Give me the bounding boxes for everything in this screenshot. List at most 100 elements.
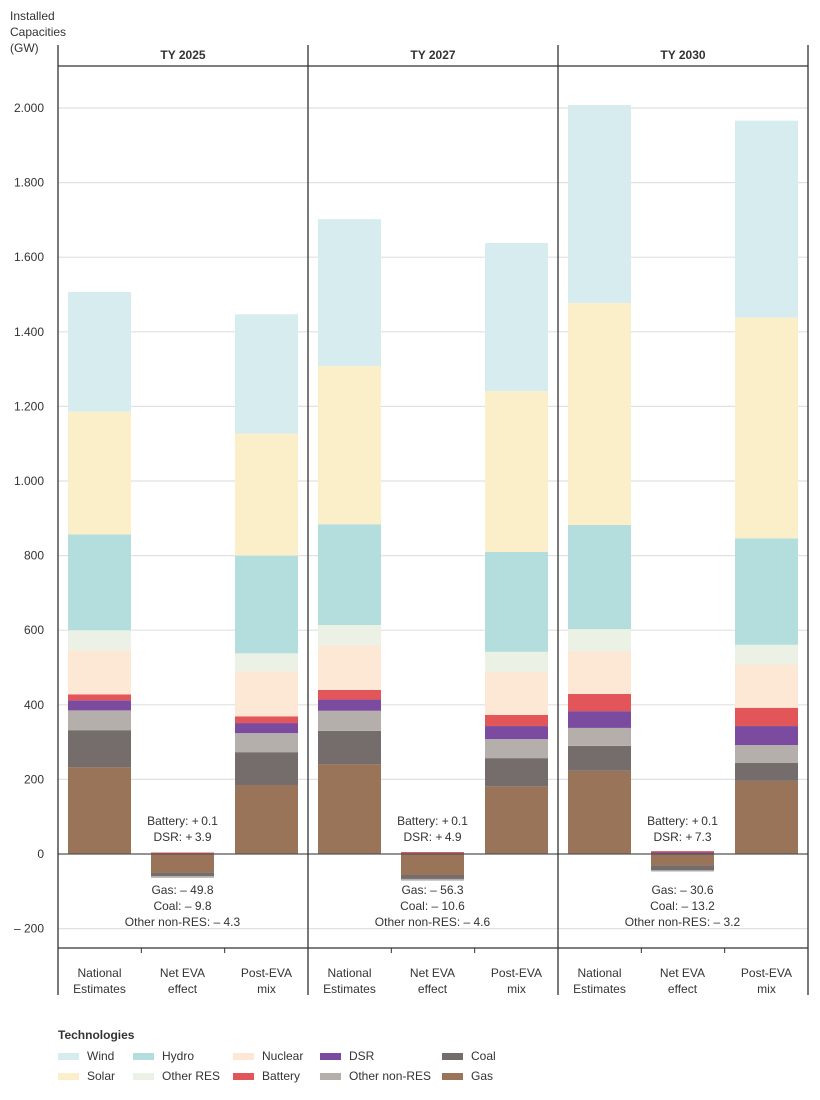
- annotation-negative: Other non-RES: – 4.3: [125, 915, 241, 929]
- bar-segment-other-non-res: [401, 878, 464, 881]
- bar-segment-nuclear: [68, 650, 131, 695]
- legend-label: Gas: [471, 1069, 494, 1083]
- bar-segment-battery: [568, 693, 631, 712]
- legend-swatch: [320, 1052, 341, 1060]
- x-axis-labels: National Estimates Net EVA effect Post-EVA mi…: [73, 966, 792, 996]
- bar-segment-dsr: [235, 723, 298, 734]
- bar-segment-solar: [68, 411, 131, 535]
- bar-segment-other-res: [235, 653, 298, 672]
- x-category-label: National: [577, 966, 621, 980]
- annotation-negative: Coal: – 13.2: [650, 899, 715, 913]
- panel-title: TY 2030: [660, 48, 705, 62]
- legend: Technologies Wind Hydro Nuclear DSR Coal Sola…: [58, 1028, 522, 1084]
- bar-segment-nuclear: [568, 651, 631, 694]
- bar-segment-gas: [485, 786, 548, 854]
- x-category-label: effect: [168, 982, 198, 996]
- annotation-negative: Other non-RES: – 4.6: [375, 915, 491, 929]
- y-tick-label: 0: [37, 847, 44, 861]
- annotation-positive: Battery: + 0.1: [147, 814, 218, 828]
- legend-item-wind: Wind: [58, 1048, 133, 1064]
- bar-segment-other-non-res: [235, 733, 298, 753]
- bar-segment-other-non-res: [68, 710, 131, 731]
- legend-item-other-non-res: Other non-RES: [320, 1068, 442, 1084]
- bar-segment-coal: [735, 762, 798, 781]
- y-tick-label: 1.000: [14, 474, 44, 488]
- bar-segment-coal: [318, 730, 381, 765]
- bar-segment-coal: [151, 872, 214, 877]
- bar-segment-hydro: [568, 525, 631, 630]
- gridlines: [58, 107, 808, 930]
- annotation-positive: DSR: + 4.9: [403, 830, 461, 844]
- x-category-label: effect: [668, 982, 698, 996]
- bar-segment-gas: [235, 784, 298, 854]
- annotation-negative: Gas: – 49.8: [151, 883, 213, 897]
- y-tick-label: 600: [24, 623, 44, 637]
- legend-label: Solar: [87, 1069, 116, 1083]
- legend-item-other-res: Other RES: [133, 1068, 233, 1084]
- bar-segment-solar: [318, 366, 381, 525]
- x-category-label: mix: [757, 982, 776, 996]
- bar-segment-battery: [651, 851, 714, 853]
- legend-swatch: [133, 1052, 154, 1060]
- bar-segment-dsr: [568, 711, 631, 728]
- y-axis-ticks: – 200 0 200 400 600 800 1.000 1.200 1.400 1.600 1.…: [14, 101, 44, 936]
- bar-segment-gas: [735, 780, 798, 854]
- bar-segment-other-res: [68, 630, 131, 651]
- bar-segment-battery: [401, 852, 464, 854]
- annotation-negative: Gas: – 56.3: [401, 883, 463, 897]
- y-tick-label: 800: [24, 549, 44, 563]
- annotation-positive: Battery: + 0.1: [647, 814, 718, 828]
- panel-title: TY 2025: [160, 48, 205, 62]
- bar-segment-coal: [485, 758, 548, 787]
- y-tick-label: 1.200: [14, 399, 44, 413]
- bar-segment-coal: [235, 752, 298, 785]
- annotation-positive: DSR: + 7.3: [653, 830, 711, 844]
- bar-segment-wind: [735, 120, 798, 318]
- x-category-label: National: [327, 966, 371, 980]
- x-category-label: Estimates: [323, 982, 376, 996]
- x-category-label: Post-EVA: [241, 966, 292, 980]
- bar-segment-battery: [318, 689, 381, 700]
- annotation-negative: Coal: – 10.6: [400, 899, 465, 913]
- bar-segment-battery: [485, 714, 548, 727]
- bar-segment-gas: [651, 854, 714, 866]
- bar-segment-hydro: [68, 534, 131, 631]
- annotation-negative: Gas: – 30.6: [651, 883, 713, 897]
- bars: [68, 105, 798, 881]
- x-category-label: Net EVA: [410, 966, 455, 980]
- bar-segment-solar: [485, 391, 548, 552]
- bar-segment-coal: [401, 874, 464, 879]
- y-axis-title-line: (GW): [10, 41, 39, 55]
- bar-segment-wind: [68, 291, 131, 412]
- x-category-label: Estimates: [573, 982, 626, 996]
- bar-segment-solar: [735, 317, 798, 539]
- legend-swatch: [133, 1072, 154, 1080]
- bar-segment-solar: [235, 433, 298, 556]
- bar-segment-other-res: [318, 624, 381, 646]
- bar-segment-other-res: [568, 629, 631, 652]
- stacked-bar-chart: Installed Capacities (GW) – 200 0 200 400 60…: [10, 9, 809, 996]
- y-axis-title-line: Installed: [10, 9, 55, 23]
- bar-segment-dsr: [651, 851, 714, 854]
- legend-item-battery: Battery: [233, 1068, 320, 1084]
- y-tick-label: 400: [24, 698, 44, 712]
- bar-segment-battery: [151, 852, 214, 854]
- bar-segment-dsr: [735, 726, 798, 746]
- y-tick-label: 2.000: [14, 101, 44, 115]
- x-category-label: mix: [257, 982, 276, 996]
- bar-segment-battery: [235, 716, 298, 724]
- bar-segment-coal: [68, 730, 131, 768]
- y-axis-title-line: Capacities: [10, 25, 66, 39]
- bar-segment-gas: [151, 854, 214, 873]
- legend-swatch: [442, 1052, 463, 1060]
- y-tick-label: 1.400: [14, 325, 44, 339]
- y-tick-label: 1.800: [14, 176, 44, 190]
- x-category-label: Post-EVA: [491, 966, 542, 980]
- legend-label: Nuclear: [262, 1049, 304, 1063]
- bar-segment-other-non-res: [485, 739, 548, 759]
- bar-segment-wind: [485, 243, 548, 392]
- x-category-label: National: [77, 966, 121, 980]
- legend-label: Hydro: [162, 1049, 195, 1063]
- bar-segment-dsr: [318, 699, 381, 711]
- bar-segment-solar: [568, 303, 631, 526]
